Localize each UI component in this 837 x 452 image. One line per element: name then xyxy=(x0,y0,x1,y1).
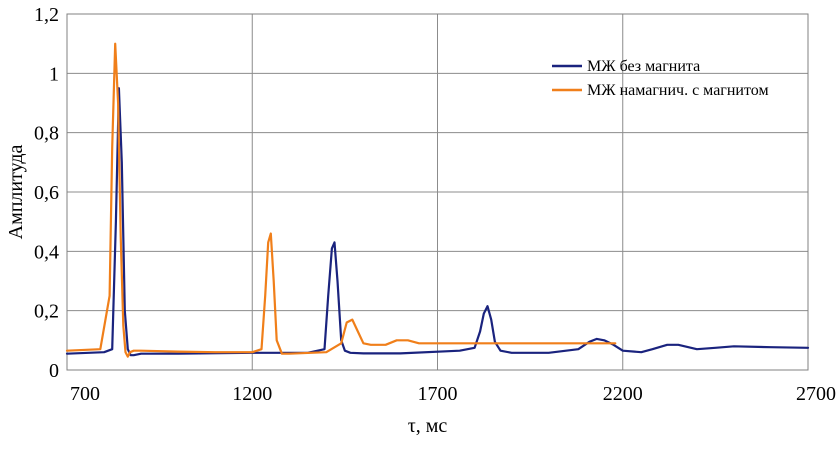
x-tick-label: 2700 xyxy=(796,383,836,405)
y-tick-label: 1,2 xyxy=(34,4,59,26)
y-tick-label: 0,6 xyxy=(34,182,59,204)
legend-label: МЖ намагнич. с магнитом xyxy=(587,82,769,99)
x-axis-title: τ, мс xyxy=(408,415,448,437)
y-axis-title: Амплитуда xyxy=(5,145,27,240)
x-tick-label: 2200 xyxy=(603,383,643,405)
x-tick-label: 1700 xyxy=(418,383,458,405)
y-tick-label: 0,4 xyxy=(34,241,59,263)
y-tick-label: 0,8 xyxy=(34,123,59,145)
x-tick-label: 1200 xyxy=(232,383,272,405)
y-tick-label: 0,2 xyxy=(34,301,59,323)
series-line-2 xyxy=(65,42,617,358)
x-tick-label: 700 xyxy=(70,383,100,405)
series-layer xyxy=(65,42,810,358)
series-line-1 xyxy=(65,87,810,357)
y-tick-label: 0 xyxy=(49,360,59,382)
tick-labels: 0 0,2 0,4 0,6 0,8 1 1,2 700 1200 1700 2200 2700 xyxy=(34,4,836,405)
legend: МЖ без магнита МЖ намагнич. с магнитом xyxy=(552,58,769,99)
y-tick-label: 1 xyxy=(49,63,59,85)
plot-area-frame xyxy=(66,13,809,371)
legend-label: МЖ без магнита xyxy=(587,58,700,75)
